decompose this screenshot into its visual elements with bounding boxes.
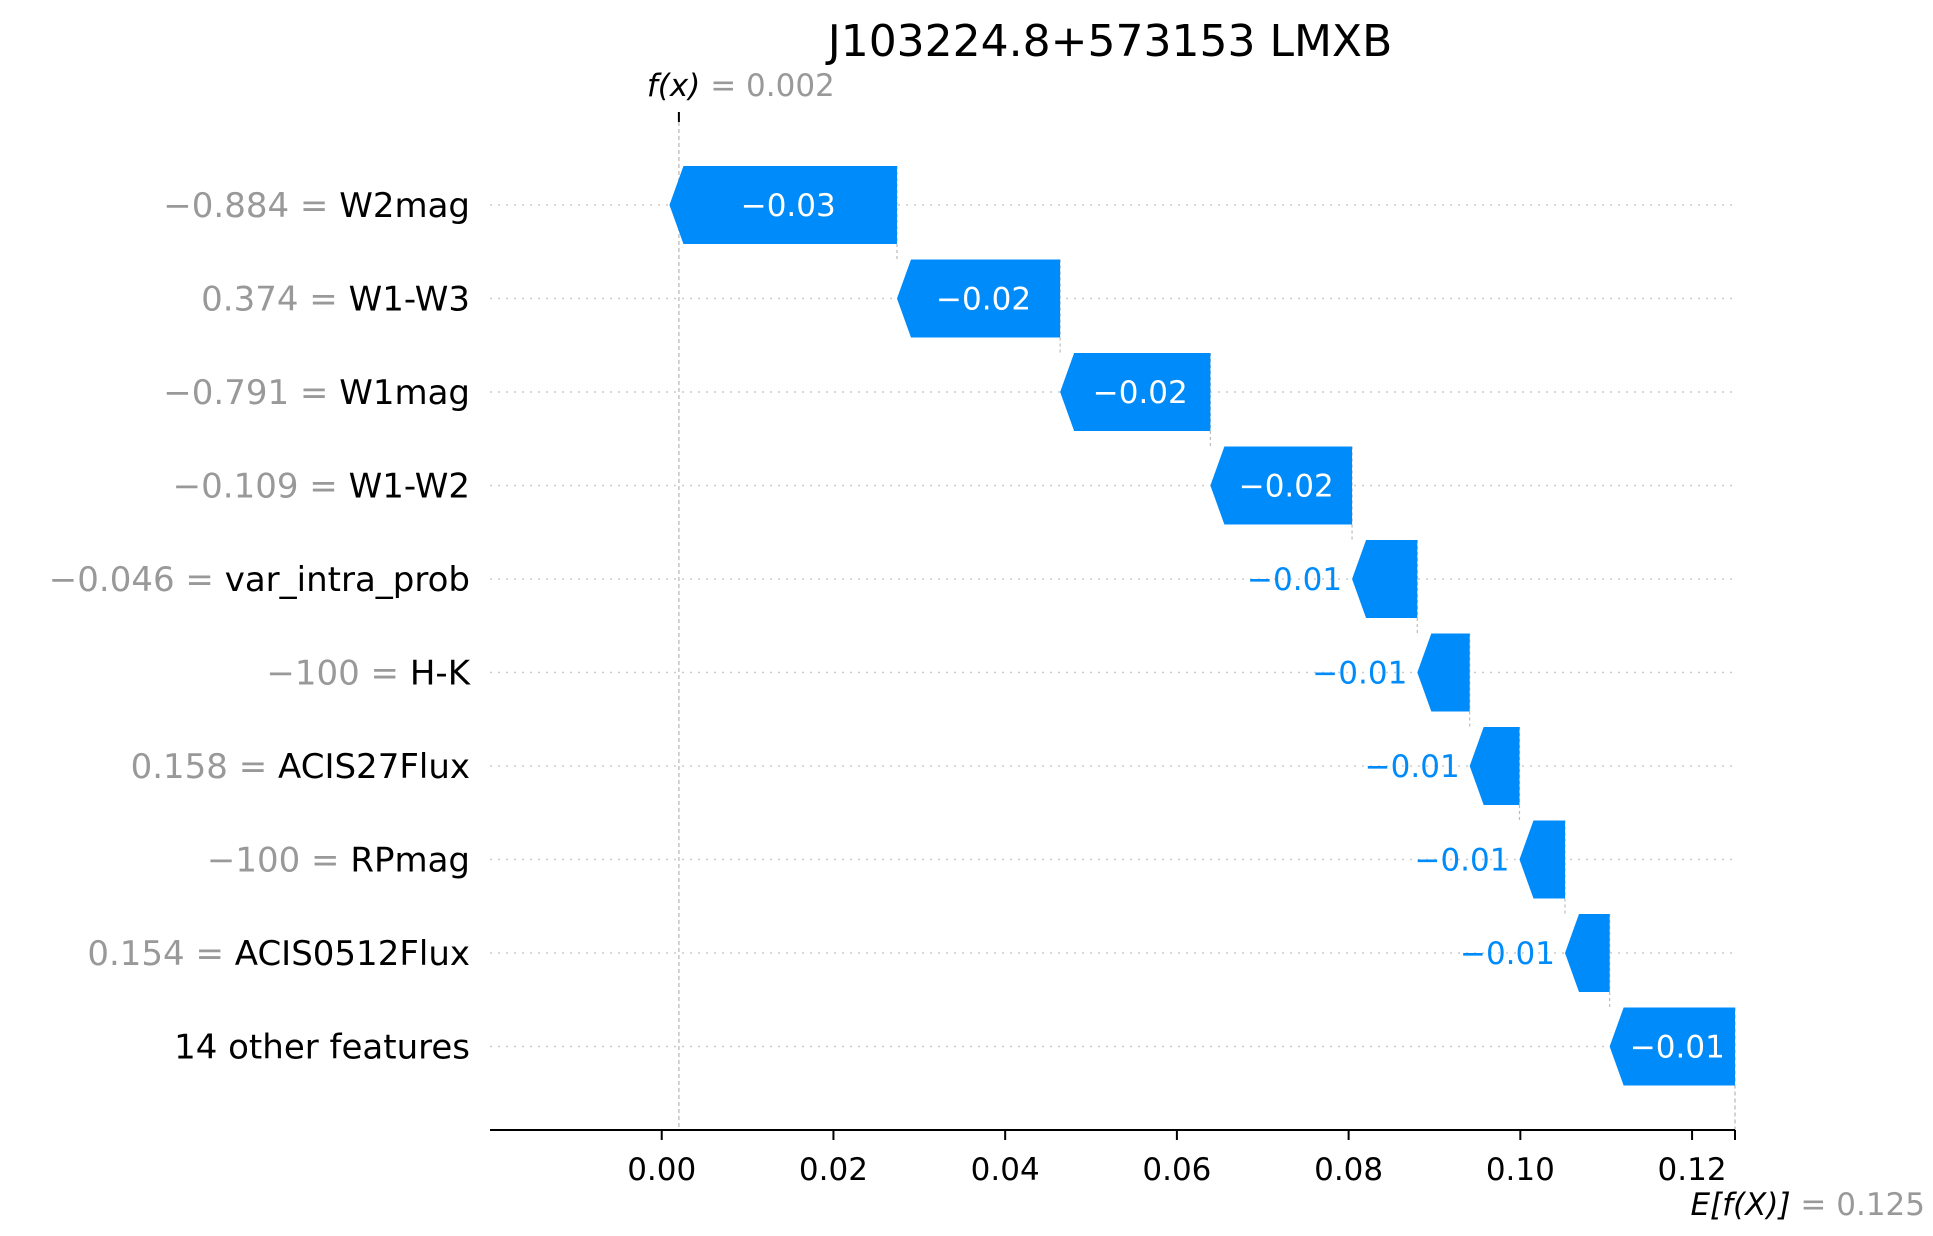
output-value: = 0.002 (710, 68, 835, 104)
bar-h-k (1417, 633, 1470, 712)
bar-value-label: −0.02 (1093, 375, 1188, 411)
x-tick-label: 0.08 (1314, 1152, 1383, 1188)
bar-var-intra-prob (1352, 540, 1418, 618)
bar-value-label: −0.01 (1414, 843, 1509, 879)
x-tick-label: 0.12 (1658, 1152, 1727, 1188)
bar-w1mag (1060, 353, 1211, 431)
base-value: = 0.125 (1800, 1187, 1925, 1223)
feature-value: 0.154 = (87, 934, 234, 974)
feature-name: RPmag (350, 841, 470, 881)
feature-label: −100 = RPmag (207, 841, 470, 881)
output-value-label: f(x) = 0.002 (647, 68, 835, 104)
bar-value-label: −0.01 (1247, 562, 1342, 598)
x-tick-label: 0.04 (971, 1152, 1040, 1188)
feature-name: ACIS0512Flux (235, 934, 470, 974)
bar-value-label: −0.03 (741, 188, 836, 224)
feature-label: −0.109 = W1-W2 (173, 467, 470, 507)
feature-name: W2mag (339, 186, 470, 226)
feature-labels: −0.884 = W2mag 0.374 = W1-W3 −0.791 = W1ma… (49, 186, 472, 1068)
feature-value: −0.884 = (163, 186, 339, 226)
bar-w1-w2 (1210, 446, 1353, 525)
bar-value-label: −0.02 (936, 282, 1031, 318)
feature-name: W1mag (339, 373, 470, 413)
feature-label: 14 other features (174, 1028, 470, 1068)
x-axis: 0.00 0.02 0.04 0.06 0.08 0.10 0.12 f(x) = 0.002… (490, 68, 1925, 1223)
feature-label: −100 = H-K (266, 654, 471, 694)
feature-label: 0.374 = W1-W3 (201, 280, 470, 320)
bar-value-label: −0.01 (1630, 1030, 1725, 1066)
bar-rpmag (1519, 820, 1565, 899)
feature-label: 0.158 = ACIS27Flux (131, 747, 470, 787)
feature-name: W1-W2 (349, 467, 470, 507)
bar-w1-w3 (896, 259, 1061, 338)
feature-name: H-K (410, 654, 472, 694)
feature-value: −0.046 = (49, 560, 225, 600)
feature-value: −100 = (207, 841, 351, 881)
output-label: f(x) (647, 68, 710, 104)
feature-label: −0.046 = var_intra_prob (49, 560, 470, 600)
x-tick-label: 0.10 (1486, 1152, 1555, 1188)
feature-value: 0.158 = (131, 747, 278, 787)
base-value-label: E[f(X)] = 0.125 (1690, 1187, 1925, 1223)
bar-acis27flux (1469, 727, 1520, 805)
feature-value: −100 = (266, 654, 410, 694)
feature-name: 14 other features (174, 1028, 470, 1068)
bar-value-label: −0.01 (1460, 936, 1555, 972)
x-tick-label: 0.06 (1142, 1152, 1211, 1188)
bar-14-other-features (1609, 1007, 1735, 1086)
bar-acis0512flux (1564, 914, 1610, 992)
base-label: E[f(X)] (1690, 1187, 1800, 1223)
feature-value: −0.109 = (173, 467, 349, 507)
feature-label: 0.154 = ACIS0512Flux (87, 934, 470, 974)
bar-value-label: −0.01 (1365, 749, 1460, 785)
gridlines (490, 115, 1736, 1130)
x-tick-label: 0.00 (627, 1152, 696, 1188)
feature-name: var_intra_prob (225, 560, 470, 600)
feature-label: −0.884 = W2mag (163, 186, 470, 226)
bar-value-label: −0.02 (1239, 469, 1334, 505)
feature-name: ACIS27Flux (278, 747, 470, 787)
chart-title: J103224.8+573153 LMXB (825, 16, 1393, 67)
feature-label: −0.791 = W1mag (163, 373, 470, 413)
x-tick-label: 0.02 (799, 1152, 868, 1188)
bar-value-label: −0.01 (1312, 656, 1407, 692)
feature-value: −0.791 = (163, 373, 339, 413)
bars: −0.03 −0.02 −0.02 −0.02 −0.01 −0.01 −0.01 −0.01… (669, 166, 1735, 1086)
feature-value: 0.374 = (201, 280, 348, 320)
bar-w2mag (669, 166, 897, 244)
feature-name: W1-W3 (349, 280, 470, 320)
